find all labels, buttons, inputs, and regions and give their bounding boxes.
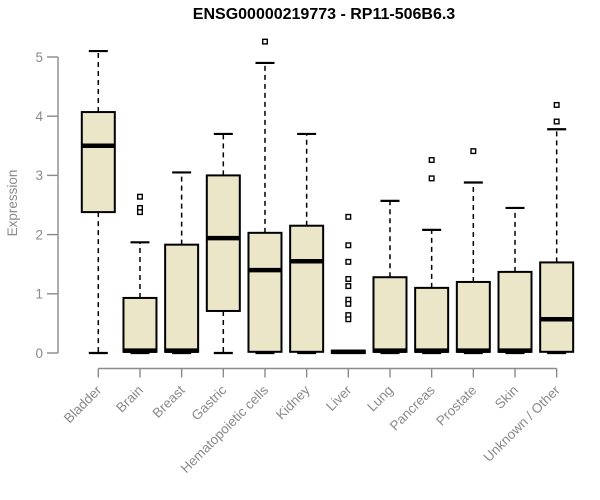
y-tick-label: 5 <box>35 50 43 65</box>
y-tick-label: 3 <box>35 168 43 183</box>
outlier-point <box>428 157 435 164</box>
outlier-point <box>261 38 268 45</box>
y-tick-label: 1 <box>35 287 43 302</box>
outlier-point <box>345 300 352 307</box>
outlier-point <box>345 213 352 220</box>
outlier-point <box>553 101 560 108</box>
x-tick-label: Breast <box>150 382 188 420</box>
iqr-box <box>247 231 283 353</box>
box-group-breast: Breast <box>150 171 200 421</box>
box-group-lung: Lung <box>364 199 408 415</box>
outlier-point <box>345 258 352 265</box>
iqr-box <box>164 243 200 353</box>
outlier-point <box>345 242 352 249</box>
y-tick-label: 4 <box>35 109 43 124</box>
iqr-box <box>80 111 116 214</box>
iqr-box <box>414 286 450 353</box>
box-group-brain: Brain <box>113 193 158 416</box>
y-axis-title: Expression <box>5 170 20 237</box>
chart-title: ENSG00000219773 - RP11-506B6.3 <box>192 6 456 23</box>
outlier-point <box>345 283 352 290</box>
x-tick-label: Gastric <box>189 382 230 423</box>
outlier-point <box>428 175 435 182</box>
x-tick-label: Kidney <box>273 382 313 422</box>
box-group-liver: Liver <box>323 213 366 414</box>
x-tick-label: Pancreas <box>387 382 438 433</box>
outlier-point <box>136 193 143 200</box>
x-tick-label: Liver <box>323 382 355 414</box>
x-tick-label: Prostate <box>433 383 479 429</box>
x-tick-label: Unknown / Other <box>481 382 564 465</box>
iqr-box <box>497 270 533 353</box>
outlier-point <box>345 316 352 323</box>
x-tick-label: Skin <box>492 383 521 412</box>
iqr-box <box>122 296 158 353</box>
x-tick-label: Brain <box>113 383 146 416</box>
box-group-skin: Skin <box>492 206 533 412</box>
y-tick-label: 0 <box>35 346 43 361</box>
y-tick-label: 2 <box>35 227 43 242</box>
outlier-point <box>136 209 143 216</box>
iqr-box <box>289 224 325 353</box>
x-tick-label: Lung <box>364 383 396 415</box>
iqr-box <box>372 276 408 353</box>
outlier-point <box>470 148 477 155</box>
outlier-point <box>553 118 560 125</box>
iqr-box <box>205 174 241 312</box>
iqr-box <box>539 261 575 353</box>
x-tick-label: Bladder <box>61 382 105 426</box>
outlier-point <box>345 276 352 283</box>
box-group-bladder: Bladder <box>61 49 116 426</box>
iqr-box <box>455 280 491 353</box>
